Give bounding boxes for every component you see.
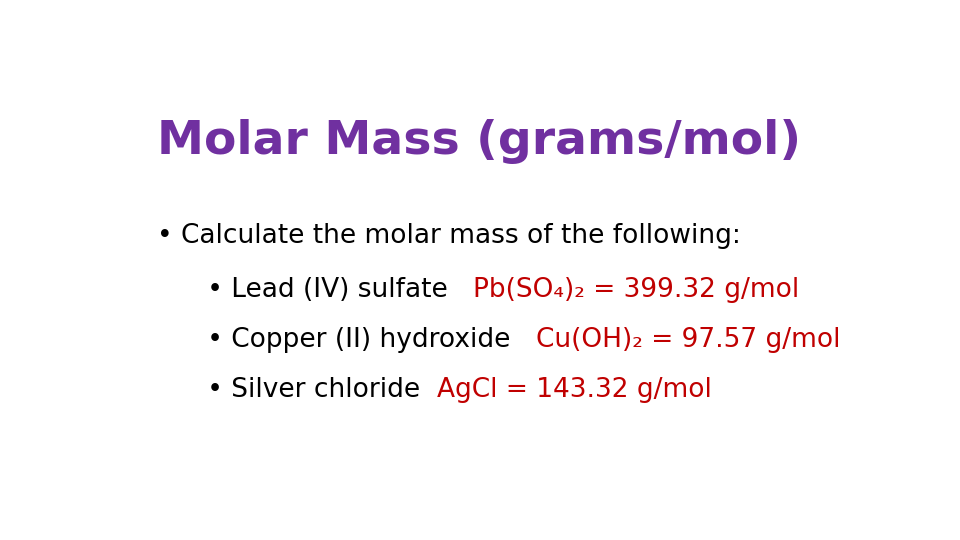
Text: • Calculate the molar mass of the following:: • Calculate the molar mass of the follow…: [157, 223, 741, 249]
Text: • Lead (IV) sulfate: • Lead (IV) sulfate: [157, 277, 473, 303]
Text: Cu(OH)₂ = 97.57 g/mol: Cu(OH)₂ = 97.57 g/mol: [536, 327, 840, 353]
Text: Pb(SO₄)₂ = 399.32 g/mol: Pb(SO₄)₂ = 399.32 g/mol: [473, 277, 800, 303]
Text: • Silver chloride: • Silver chloride: [157, 377, 437, 403]
Text: • Copper (II) hydroxide: • Copper (II) hydroxide: [157, 327, 536, 353]
Text: AgCl = 143.32 g/mol: AgCl = 143.32 g/mol: [437, 377, 712, 403]
Text: Molar Mass (grams/mol): Molar Mass (grams/mol): [157, 119, 802, 164]
